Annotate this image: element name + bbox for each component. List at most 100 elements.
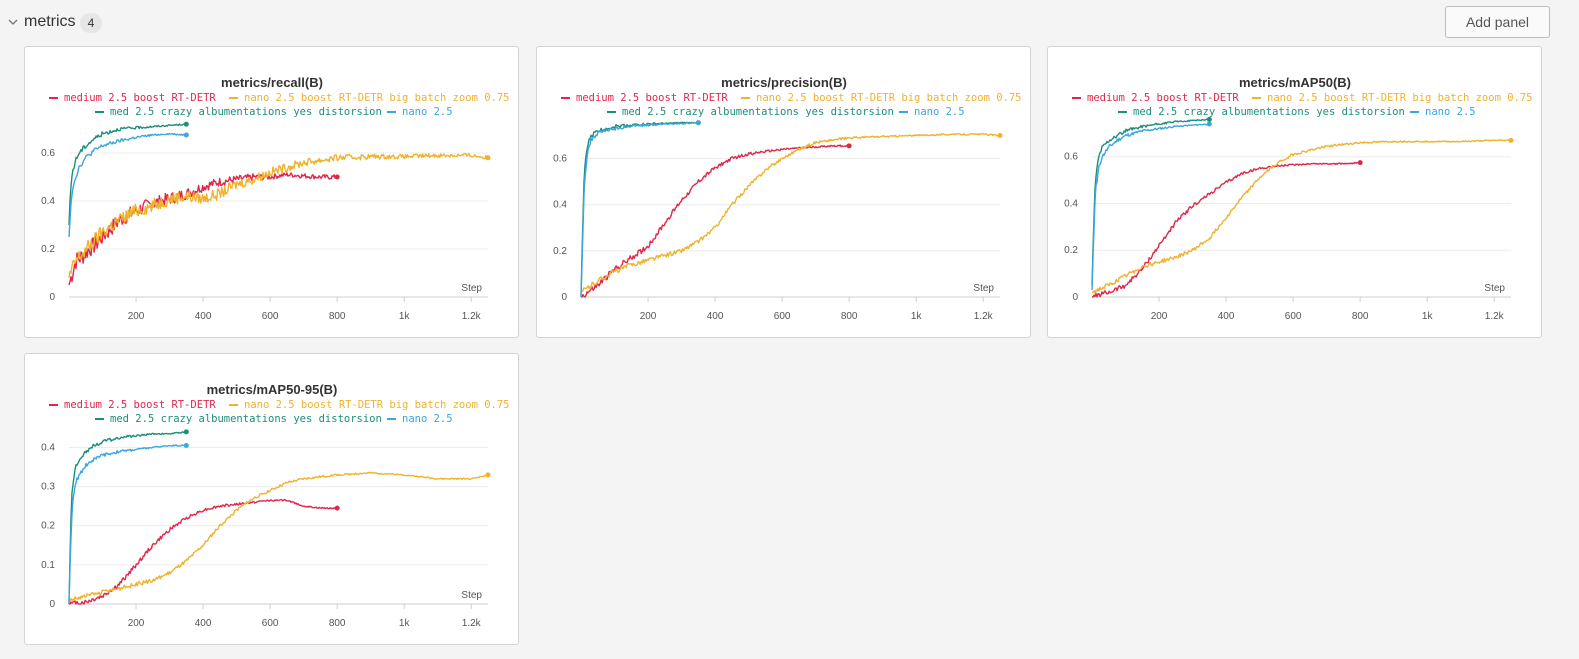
chart-title: metrics/mAP50(B) bbox=[1239, 75, 1351, 90]
series-line[interactable] bbox=[68, 123, 187, 226]
legend-entry[interactable]: medium 2.5 boost RT-DETR bbox=[576, 92, 728, 104]
y-tick-label: 0 bbox=[49, 599, 55, 610]
chevron-down-icon[interactable] bbox=[6, 15, 20, 29]
x-axis-label: Step bbox=[461, 590, 482, 601]
x-tick-label: 1k bbox=[399, 618, 411, 629]
legend-entry[interactable]: med 2.5 crazy albumentations yes distors… bbox=[1133, 106, 1405, 118]
y-tick-label: 0.2 bbox=[553, 246, 567, 257]
series-line[interactable] bbox=[581, 144, 850, 298]
x-tick-label: 800 bbox=[841, 311, 858, 322]
x-tick-label: 400 bbox=[707, 311, 724, 322]
x-tick-label: 1.2k bbox=[462, 311, 482, 322]
add-panel-button[interactable]: Add panel bbox=[1445, 6, 1550, 38]
series-line[interactable] bbox=[580, 121, 699, 298]
x-axis-label: Step bbox=[461, 283, 482, 294]
series-end-point[interactable] bbox=[695, 120, 701, 126]
y-tick-label: 0.4 bbox=[41, 442, 55, 453]
legend-entry[interactable]: nano 2.5 boost RT-DETR big batch zoom 0.… bbox=[756, 92, 1022, 104]
chart-panel-precision[interactable]: metrics/precision(B) medium 2.5 boost RT-… bbox=[536, 46, 1031, 338]
x-tick-label: 600 bbox=[1285, 311, 1302, 322]
legend-entry[interactable]: nano 2.5 boost RT-DETR big batch zoom 0.… bbox=[244, 92, 510, 104]
x-tick-label: 600 bbox=[262, 311, 279, 322]
x-tick-label: 400 bbox=[195, 311, 212, 322]
series-end-point[interactable] bbox=[1508, 137, 1514, 143]
series-line[interactable] bbox=[580, 122, 699, 298]
x-tick-label: 200 bbox=[1151, 311, 1168, 322]
series-line[interactable] bbox=[68, 471, 489, 602]
section-header: metrics 4 Add panel bbox=[0, 0, 1579, 44]
x-tick-label: 1k bbox=[911, 311, 923, 322]
y-tick-label: 0 bbox=[1072, 292, 1078, 303]
y-tick-label: 0.6 bbox=[1064, 152, 1078, 163]
chart-panel-map50[interactable]: metrics/mAP50(B) medium 2.5 boost RT-DETR… bbox=[1047, 46, 1542, 338]
chart-title: metrics/recall(B) bbox=[221, 75, 323, 90]
chart-panel-recall[interactable]: metrics/recall(B) medium 2.5 boost RT-DET… bbox=[24, 46, 519, 338]
series-line[interactable] bbox=[68, 152, 489, 278]
y-tick-label: 0.2 bbox=[41, 244, 55, 255]
series-line[interactable] bbox=[68, 431, 187, 605]
chart-panel-map50-95[interactable]: metrics/mAP50-95(B) medium 2.5 boost RT-D… bbox=[24, 353, 519, 645]
series-end-point[interactable] bbox=[997, 132, 1003, 138]
legend-entry[interactable]: medium 2.5 boost RT-DETR bbox=[1087, 92, 1239, 104]
x-tick-label: 800 bbox=[329, 311, 346, 322]
legend-entry[interactable]: nano 2.5 bbox=[914, 106, 965, 118]
x-tick-label: 200 bbox=[640, 311, 657, 322]
series-line[interactable] bbox=[68, 444, 187, 605]
series-end-point[interactable] bbox=[485, 155, 491, 161]
series-end-point[interactable] bbox=[1206, 116, 1212, 122]
panel-count-badge: 4 bbox=[80, 13, 102, 33]
y-tick-label: 0 bbox=[49, 292, 55, 303]
legend-entry[interactable]: med 2.5 crazy albumentations yes distors… bbox=[622, 106, 894, 118]
x-tick-label: 1.2k bbox=[1485, 311, 1505, 322]
series-line[interactable] bbox=[580, 132, 1001, 293]
y-tick-label: 0.3 bbox=[41, 482, 55, 493]
y-tick-label: 0.2 bbox=[1064, 245, 1078, 256]
series-end-point[interactable] bbox=[334, 505, 340, 511]
y-tick-label: 0.4 bbox=[1064, 198, 1078, 209]
x-tick-label: 1.2k bbox=[462, 618, 482, 629]
x-tick-label: 600 bbox=[262, 618, 279, 629]
series-line[interactable] bbox=[68, 132, 187, 238]
y-tick-label: 0.1 bbox=[41, 560, 55, 571]
x-tick-label: 800 bbox=[329, 618, 346, 629]
series-line[interactable] bbox=[69, 498, 338, 605]
series-end-point[interactable] bbox=[846, 143, 852, 149]
legend-entry[interactable]: nano 2.5 boost RT-DETR big batch zoom 0.… bbox=[1267, 92, 1533, 104]
series-line[interactable] bbox=[1091, 139, 1512, 294]
y-tick-label: 0.6 bbox=[553, 154, 567, 165]
series-line[interactable] bbox=[1092, 161, 1361, 298]
series-line[interactable] bbox=[1091, 118, 1210, 286]
y-tick-label: 0 bbox=[561, 292, 567, 303]
series-end-point[interactable] bbox=[1206, 121, 1212, 127]
series-end-point[interactable] bbox=[183, 132, 189, 138]
legend-entry[interactable]: medium 2.5 boost RT-DETR bbox=[64, 399, 216, 411]
legend-entry[interactable]: medium 2.5 boost RT-DETR bbox=[64, 92, 216, 104]
series-end-point[interactable] bbox=[1357, 160, 1363, 166]
legend-entry[interactable]: nano 2.5 boost RT-DETR big batch zoom 0.… bbox=[244, 399, 510, 411]
legend-entry[interactable]: med 2.5 crazy albumentations yes distors… bbox=[110, 106, 382, 118]
chart-svg: metrics/mAP50(B)medium 2.5 boost RT-DETR… bbox=[1064, 75, 1533, 322]
series-end-point[interactable] bbox=[334, 174, 340, 180]
legend-entry[interactable]: med 2.5 crazy albumentations yes distors… bbox=[110, 413, 382, 425]
x-axis-label: Step bbox=[973, 283, 994, 294]
chart-title: metrics/precision(B) bbox=[721, 75, 847, 90]
x-tick-label: 1k bbox=[399, 311, 411, 322]
x-tick-label: 1.2k bbox=[974, 311, 994, 322]
chart-svg: metrics/mAP50-95(B) medium 2.5 boost RT-D… bbox=[41, 382, 510, 629]
legend-entry[interactable]: nano 2.5 bbox=[402, 106, 453, 118]
chart-svg: metrics/precision(B) medium 2.5 boost RT-… bbox=[553, 75, 1022, 322]
legend-entry[interactable]: nano 2.5 bbox=[402, 413, 453, 425]
series-end-point[interactable] bbox=[183, 429, 189, 435]
series-end-point[interactable] bbox=[183, 443, 189, 449]
x-tick-label: 600 bbox=[774, 311, 791, 322]
series-end-point[interactable] bbox=[485, 472, 491, 478]
series-line[interactable] bbox=[1091, 122, 1210, 291]
x-tick-label: 200 bbox=[128, 311, 145, 322]
x-tick-label: 1k bbox=[1422, 311, 1434, 322]
x-tick-label: 800 bbox=[1352, 311, 1369, 322]
series-line[interactable] bbox=[68, 172, 338, 286]
legend-entry[interactable]: nano 2.5 bbox=[1425, 106, 1476, 118]
series-end-point[interactable] bbox=[183, 121, 189, 127]
y-tick-label: 0.2 bbox=[41, 521, 55, 532]
section-title[interactable]: metrics bbox=[24, 13, 76, 30]
